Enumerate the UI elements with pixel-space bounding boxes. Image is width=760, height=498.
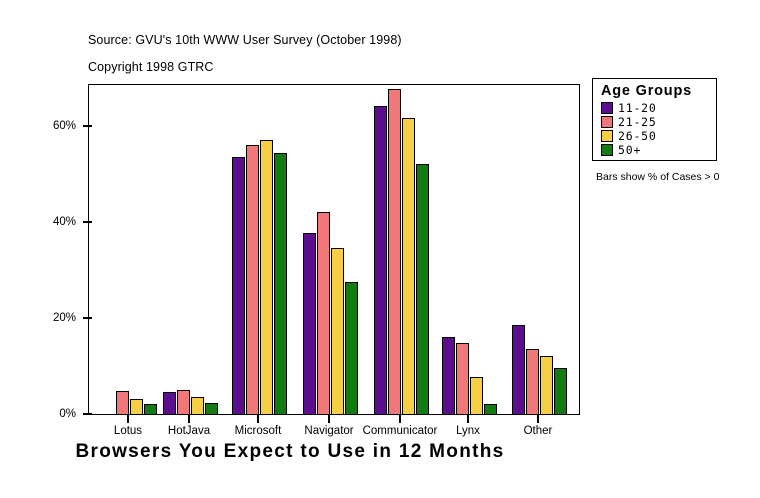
y-axis-tick-label: 0% <box>59 408 76 420</box>
bar <box>115 391 129 415</box>
x-axis-tick <box>537 414 539 423</box>
bar <box>190 397 204 415</box>
x-axis-tick-label: Lotus <box>113 425 143 437</box>
y-axis-tick-label: 40% <box>52 216 76 228</box>
legend-swatch-icon <box>601 144 613 156</box>
bar <box>259 140 273 415</box>
y-axis-tick-label: 60% <box>52 120 76 132</box>
x-axis-tick <box>257 414 259 423</box>
plot-area <box>88 84 580 415</box>
y-axis-tick <box>83 413 92 415</box>
x-axis-tick <box>328 414 330 423</box>
bar <box>302 232 316 415</box>
y-axis-tick <box>83 125 92 127</box>
legend-item-label: 11-20 <box>618 101 657 115</box>
legend-item: 21-25 <box>601 115 716 129</box>
y-axis-tick <box>83 221 92 223</box>
legend-swatch-icon <box>601 130 613 142</box>
source-note: Source: GVU's 10th WWW User Survey (Octo… <box>88 33 402 47</box>
bar <box>129 398 143 415</box>
y-axis-title: Percent <box>0 165 3 232</box>
x-axis-tick-label: Navigator <box>304 425 354 437</box>
bar <box>330 248 344 415</box>
bar <box>162 391 176 415</box>
legend-item-label: 26-50 <box>618 129 657 143</box>
x-axis-tick <box>127 414 129 423</box>
y-axis-tick <box>83 317 92 319</box>
legend-title: Age Groups <box>601 83 692 99</box>
bar <box>373 105 387 415</box>
legend-item: 11-20 <box>601 101 716 115</box>
bar <box>231 156 245 415</box>
x-axis-tick-label: Microsoft <box>234 425 282 437</box>
bar <box>511 325 525 415</box>
bar <box>245 144 259 415</box>
bar <box>553 367 567 415</box>
y-axis-tick-label: 20% <box>52 312 76 324</box>
bar <box>401 118 415 415</box>
legend-item: 26-50 <box>601 129 716 143</box>
bar <box>525 348 539 415</box>
bar <box>143 403 157 415</box>
bar <box>273 152 287 415</box>
legend-item-label: 21-25 <box>618 115 657 129</box>
bar <box>469 377 483 415</box>
x-axis-tick-label: Lynx <box>456 425 480 437</box>
x-axis-tick <box>467 414 469 423</box>
bar <box>316 212 330 415</box>
bar <box>344 281 358 415</box>
legend: Age Groups 11-20 21-25 26-50 50+ <box>592 78 717 161</box>
plot-inner <box>89 85 579 415</box>
legend-swatch-icon <box>601 116 613 128</box>
copyright-note: Copyright 1998 GTRC <box>88 60 214 74</box>
legend-item: 50+ <box>601 143 716 157</box>
legend-item-label: 50+ <box>618 143 642 157</box>
legend-footnote: Bars show % of Cases > 0 <box>596 171 720 183</box>
legend-entries: 11-20 21-25 26-50 50+ <box>601 101 716 157</box>
x-axis-tick-label: Other <box>523 425 553 437</box>
bar <box>176 390 190 415</box>
bar <box>455 343 469 415</box>
x-axis-tick <box>188 414 190 423</box>
x-axis-tick-label: Communicator <box>362 425 438 437</box>
x-axis-tick-label: HotJava <box>167 425 211 437</box>
bar <box>204 403 218 415</box>
x-axis-tick <box>399 414 401 423</box>
legend-swatch-icon <box>601 102 613 114</box>
bar <box>387 89 401 415</box>
bar <box>539 356 553 415</box>
bar <box>415 163 429 415</box>
bar <box>483 403 497 415</box>
bar <box>441 337 455 415</box>
x-axis-title: Browsers You Expect to Use in 12 Months <box>75 441 505 462</box>
